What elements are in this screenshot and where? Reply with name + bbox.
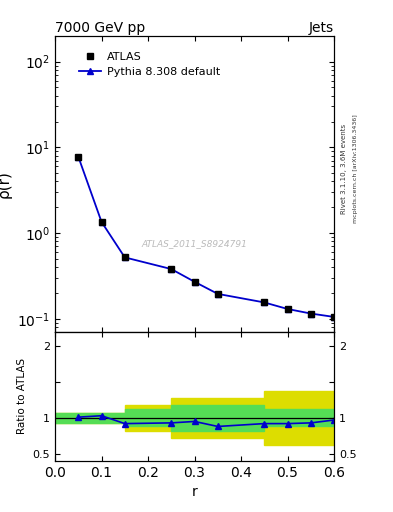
- Text: mcplots.cern.ch [arXiv:1306.3436]: mcplots.cern.ch [arXiv:1306.3436]: [353, 115, 358, 223]
- Text: Rivet 3.1.10, 3.6M events: Rivet 3.1.10, 3.6M events: [341, 124, 347, 214]
- Text: Jets: Jets: [309, 20, 334, 35]
- Text: ATLAS_2011_S8924791: ATLAS_2011_S8924791: [141, 239, 248, 248]
- Y-axis label: Ratio to ATLAS: Ratio to ATLAS: [17, 358, 27, 435]
- Legend: ATLAS, Pythia 8.308 default: ATLAS, Pythia 8.308 default: [75, 47, 224, 82]
- X-axis label: r: r: [192, 485, 197, 499]
- Polygon shape: [55, 391, 334, 445]
- Y-axis label: ρ(r): ρ(r): [0, 170, 11, 198]
- Text: 7000 GeV pp: 7000 GeV pp: [55, 20, 145, 35]
- Polygon shape: [55, 405, 334, 431]
